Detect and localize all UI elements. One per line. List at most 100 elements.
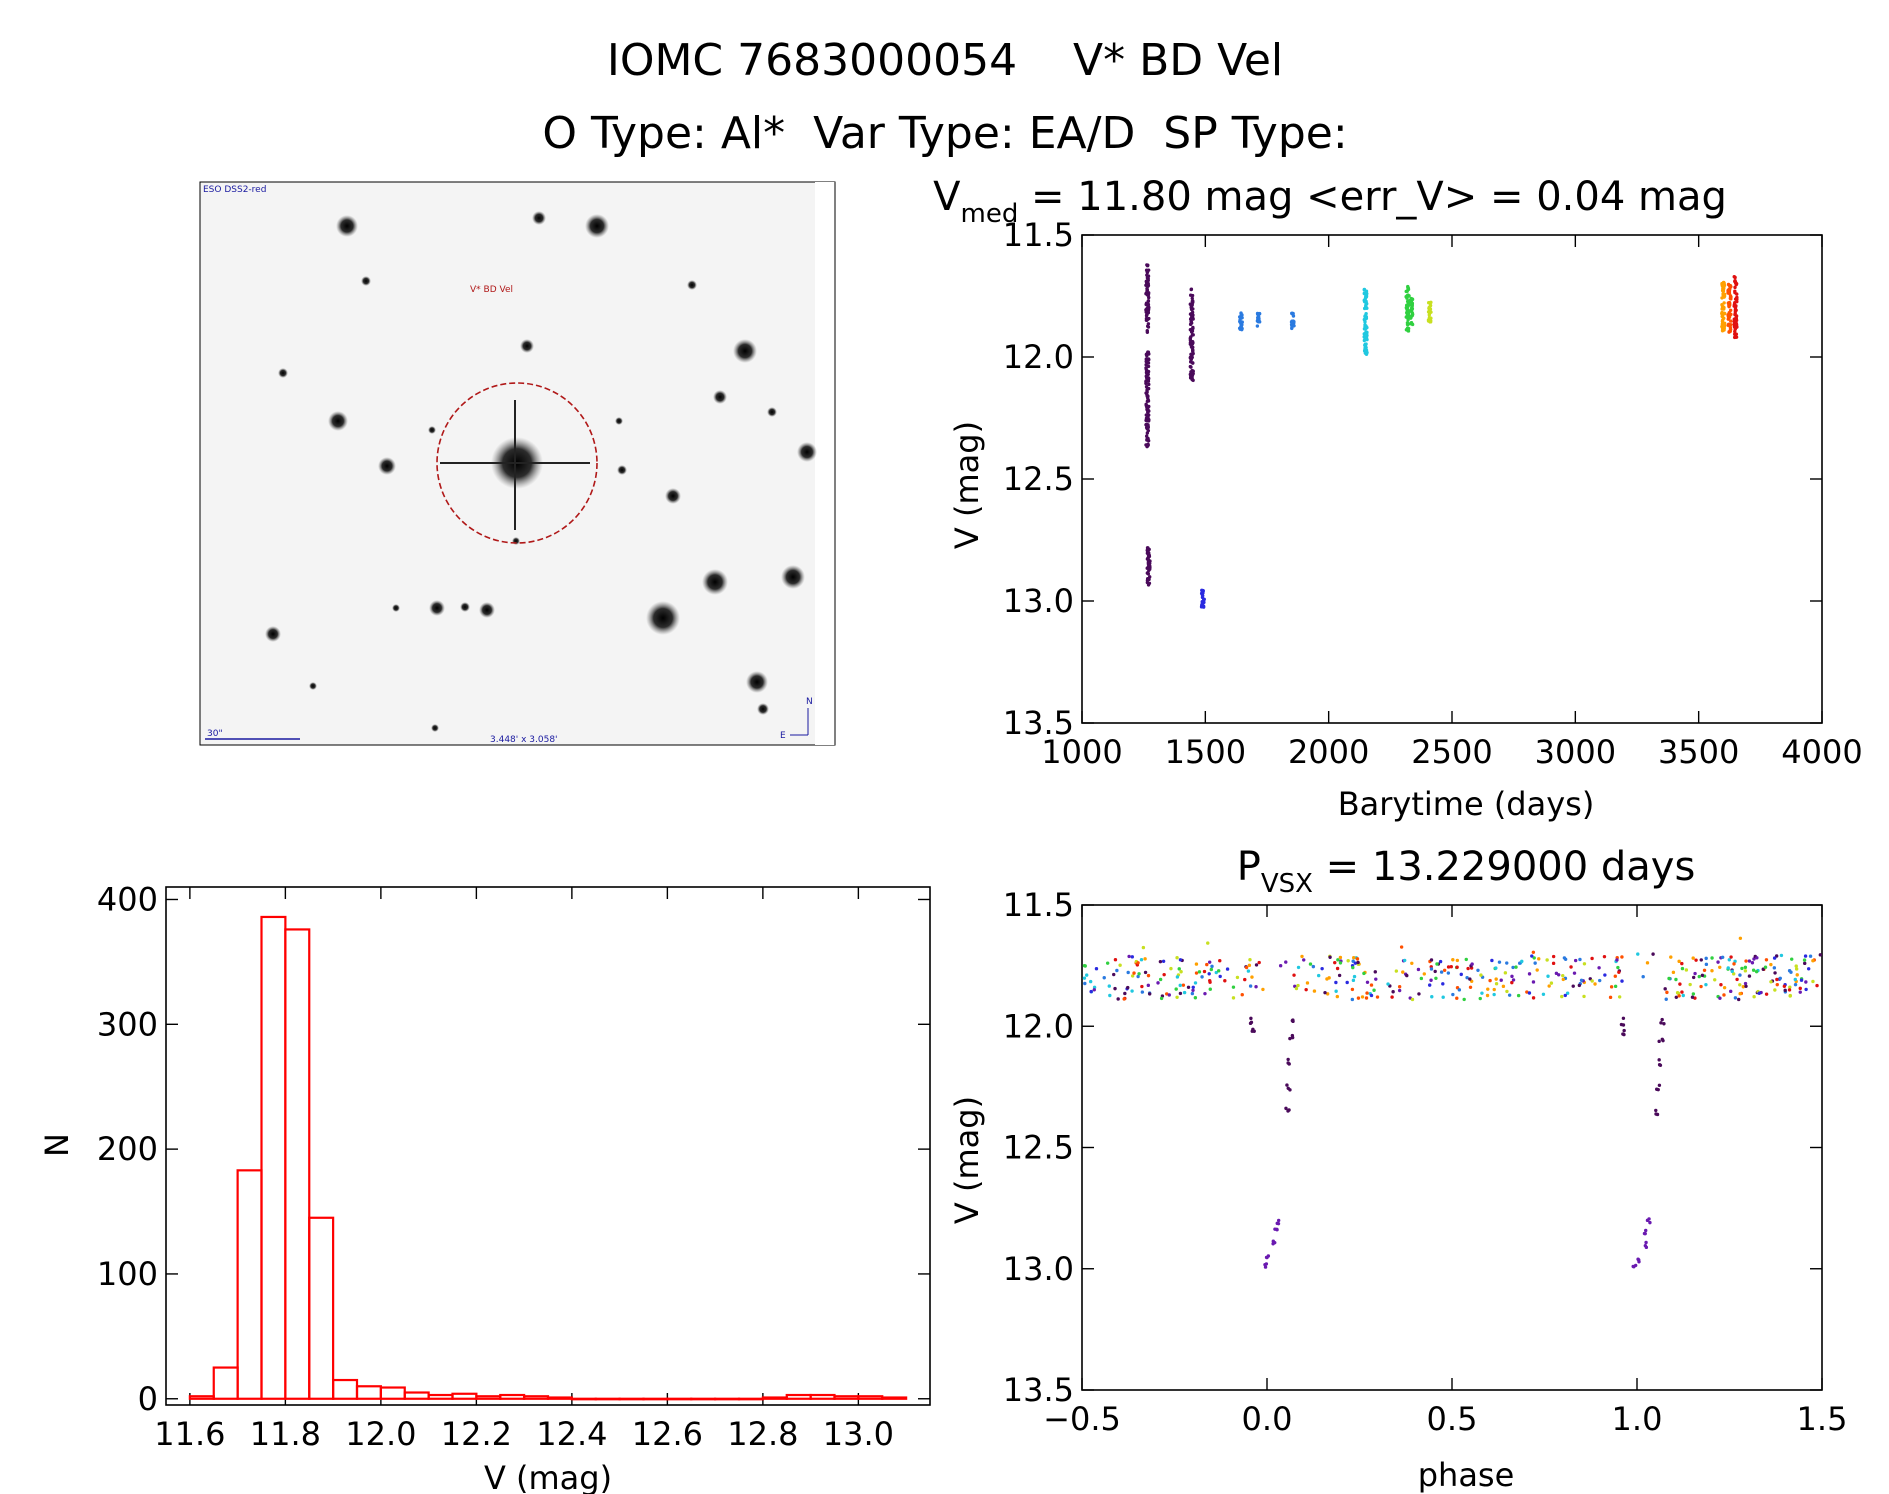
lc-point [1364,342,1368,346]
hist-bar [212,1366,239,1400]
phase-point [1218,959,1222,963]
phase-point [1235,975,1240,980]
phase-point [1532,956,1536,960]
phase-point [1743,969,1748,973]
figure-subtitle: O Type: Al* Var Type: EA/D SP Type: [542,108,1347,159]
phase-point [1439,970,1444,974]
phase-point [1727,958,1731,962]
phase-point [1085,973,1089,977]
lc-point [1145,438,1149,442]
phase-point [1455,958,1460,963]
lc-point [1145,275,1150,279]
phase-point [1494,982,1499,986]
lc-point [1146,394,1150,398]
phase-point [1162,972,1166,977]
phase-point [1573,958,1578,963]
phase-point [1374,977,1378,981]
hist-ytick-label: 0 [138,1380,158,1418]
star [733,339,757,363]
lc-point [1144,314,1149,318]
phase-point [1399,945,1404,949]
phase-point [1763,965,1768,969]
lc-point [1202,597,1206,602]
star [617,465,627,475]
phase-point [1186,985,1191,989]
phase-point [1710,968,1714,973]
phase-point [1747,959,1752,963]
phase-point [1716,960,1720,964]
lc-point [1732,275,1736,279]
lc-point [1405,321,1410,325]
phase-point [1113,986,1117,991]
phase-eclipse-point [1284,1106,1288,1111]
lc-point [1290,311,1294,316]
phase-point [1325,992,1330,996]
lc-point [1189,365,1193,369]
phase-point [1501,984,1506,989]
lc-point [1406,311,1411,316]
phase-eclipse-point [1276,1218,1281,1223]
hist-bar [785,1393,812,1400]
phase-point [1130,989,1134,993]
phase-point [1713,978,1717,982]
phase-point [1161,959,1166,963]
histogram-xlabel: V (mag) [484,1459,612,1494]
phase-point [1442,968,1447,972]
phase-point [1691,992,1696,996]
lc-point [1362,327,1367,331]
phase-point [1451,958,1455,962]
phase-point [1105,961,1110,965]
lc-point [1146,548,1150,552]
phase-point [1492,987,1496,992]
lc-point [1429,300,1433,305]
phase-point [1678,982,1682,986]
phase-eclipse-point [1658,1063,1663,1067]
phase-eclipse-point [1660,1017,1664,1022]
hist-bar [737,1397,764,1401]
phase-point [1333,960,1337,965]
phase-point [1743,965,1748,970]
phase-point [1761,967,1765,971]
phase-point [1194,962,1199,966]
lc-point [1365,333,1369,338]
lc-xtick-label: 1000 [1041,733,1122,771]
phase-point [1597,966,1601,970]
phase-point [1775,982,1779,987]
phase-eclipse-point [1659,1021,1663,1025]
lc-xtick-label: 2000 [1288,733,1369,771]
light-curve-xlabel: Barytime (days) [1338,785,1595,823]
hist-ytick-label: 100 [97,1255,158,1293]
lc-point [1199,591,1204,596]
star [702,569,728,595]
phase-xlabel: phase [1418,1456,1515,1494]
lc-point [1200,588,1204,593]
phase-eclipse-point [1647,1217,1651,1221]
phase-point [1722,985,1727,990]
star [615,417,623,425]
phase-point [1308,962,1313,966]
lc-point [1722,326,1726,330]
phase-point [1092,988,1096,992]
phase-point [1733,959,1737,964]
lc-point [1363,305,1368,309]
lc-point [1147,551,1151,555]
phase-point [1667,976,1671,981]
phase-point [1356,960,1360,965]
phase-point [1178,983,1182,988]
hist-bar [523,1395,550,1400]
lc-point [1145,308,1149,313]
phase-point [1505,961,1509,965]
phase-point [1225,967,1230,971]
phase-point [1190,991,1195,996]
phase-point [1485,993,1490,998]
lc-point [1146,557,1151,562]
star [757,703,769,715]
phase-point [1798,986,1802,991]
lc-ytick-label: 11.5 [1003,216,1074,254]
phase-point [1700,973,1705,978]
phase-point [1470,962,1474,966]
phase-point [1088,979,1093,984]
hist-bar [761,1396,788,1400]
phase-point [1582,994,1586,999]
phase-point [1334,980,1338,985]
